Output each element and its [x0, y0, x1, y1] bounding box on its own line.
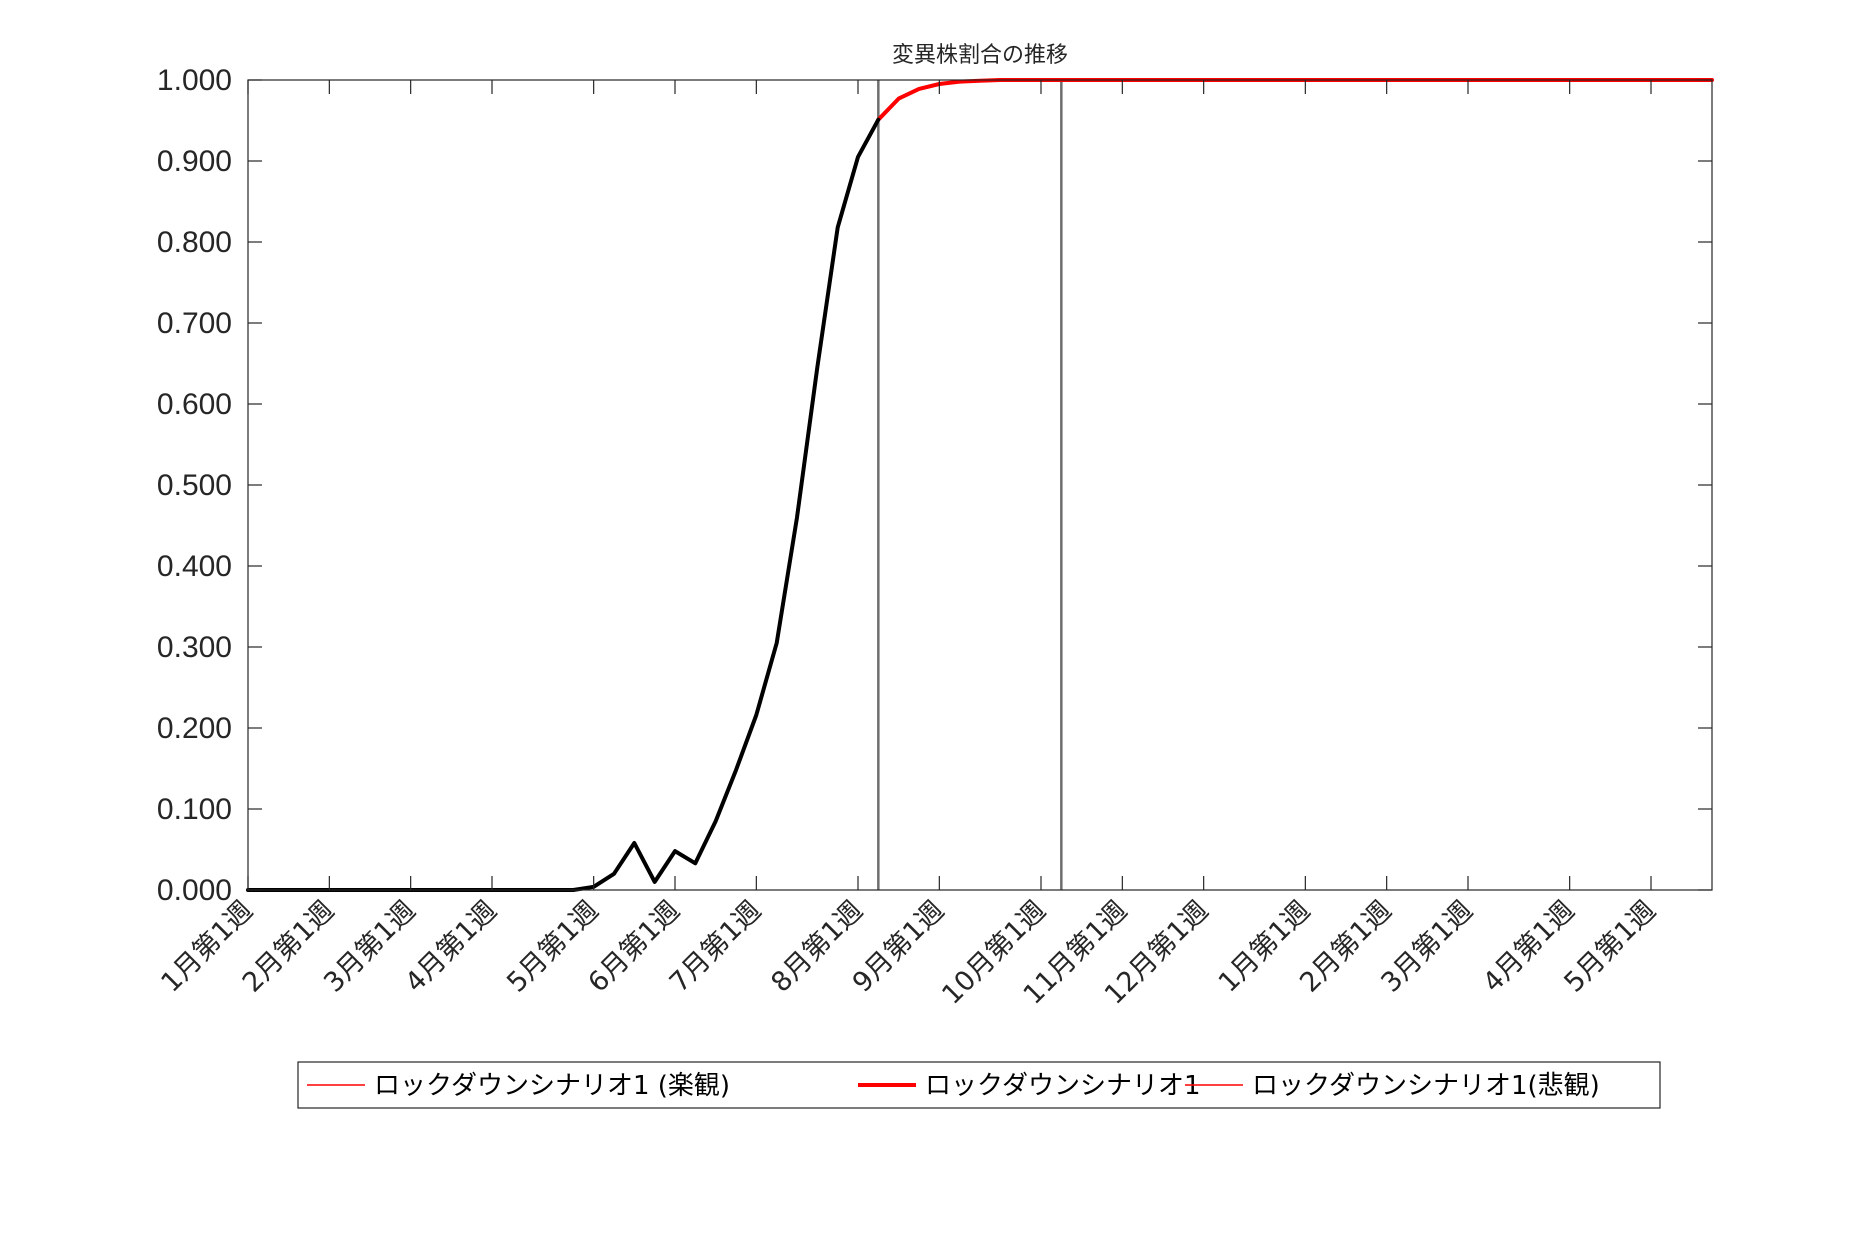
plot-area	[246, 78, 1714, 892]
legend-label: ロックダウンシナリオ1	[925, 1071, 1201, 1101]
plot-frame	[247, 79, 1713, 891]
series-line	[877, 79, 1713, 121]
y-tick-label: 0.500	[157, 469, 232, 502]
series-line	[876, 78, 1714, 122]
legend-label: ロックダウンシナリオ1 (楽観)	[374, 1071, 730, 1101]
y-tick-label: 0.900	[157, 145, 232, 178]
y-tick-label: 0.600	[157, 388, 232, 421]
y-tick-label: 0.000	[157, 874, 232, 907]
y-tick-label: 0.200	[157, 712, 232, 745]
chart-title: 変異株割合の推移	[892, 43, 1068, 68]
series-line	[246, 117, 881, 892]
y-tick-label: 0.800	[157, 226, 232, 259]
legend-box	[297, 1061, 1661, 1109]
y-tick-label: 0.300	[157, 631, 232, 664]
y-tick-label: 0.100	[157, 793, 232, 826]
legend-label: ロックダウンシナリオ1(悲観)	[1252, 1071, 1600, 1101]
y-tick-label: 1.000	[157, 64, 232, 97]
y-tick-label: 0.700	[157, 307, 232, 340]
series-line	[877, 79, 1713, 121]
axes: 0.000 0.100 0.200 0.300 0.400 0.500 0.600 0.700…	[155, 64, 1713, 1011]
y-tick-label: 0.400	[157, 550, 232, 583]
legend: ロックダウンシナリオ1 (楽観) ロックダウンシナリオ1 ロックダウンシナリオ1(悲…	[297, 1061, 1661, 1109]
